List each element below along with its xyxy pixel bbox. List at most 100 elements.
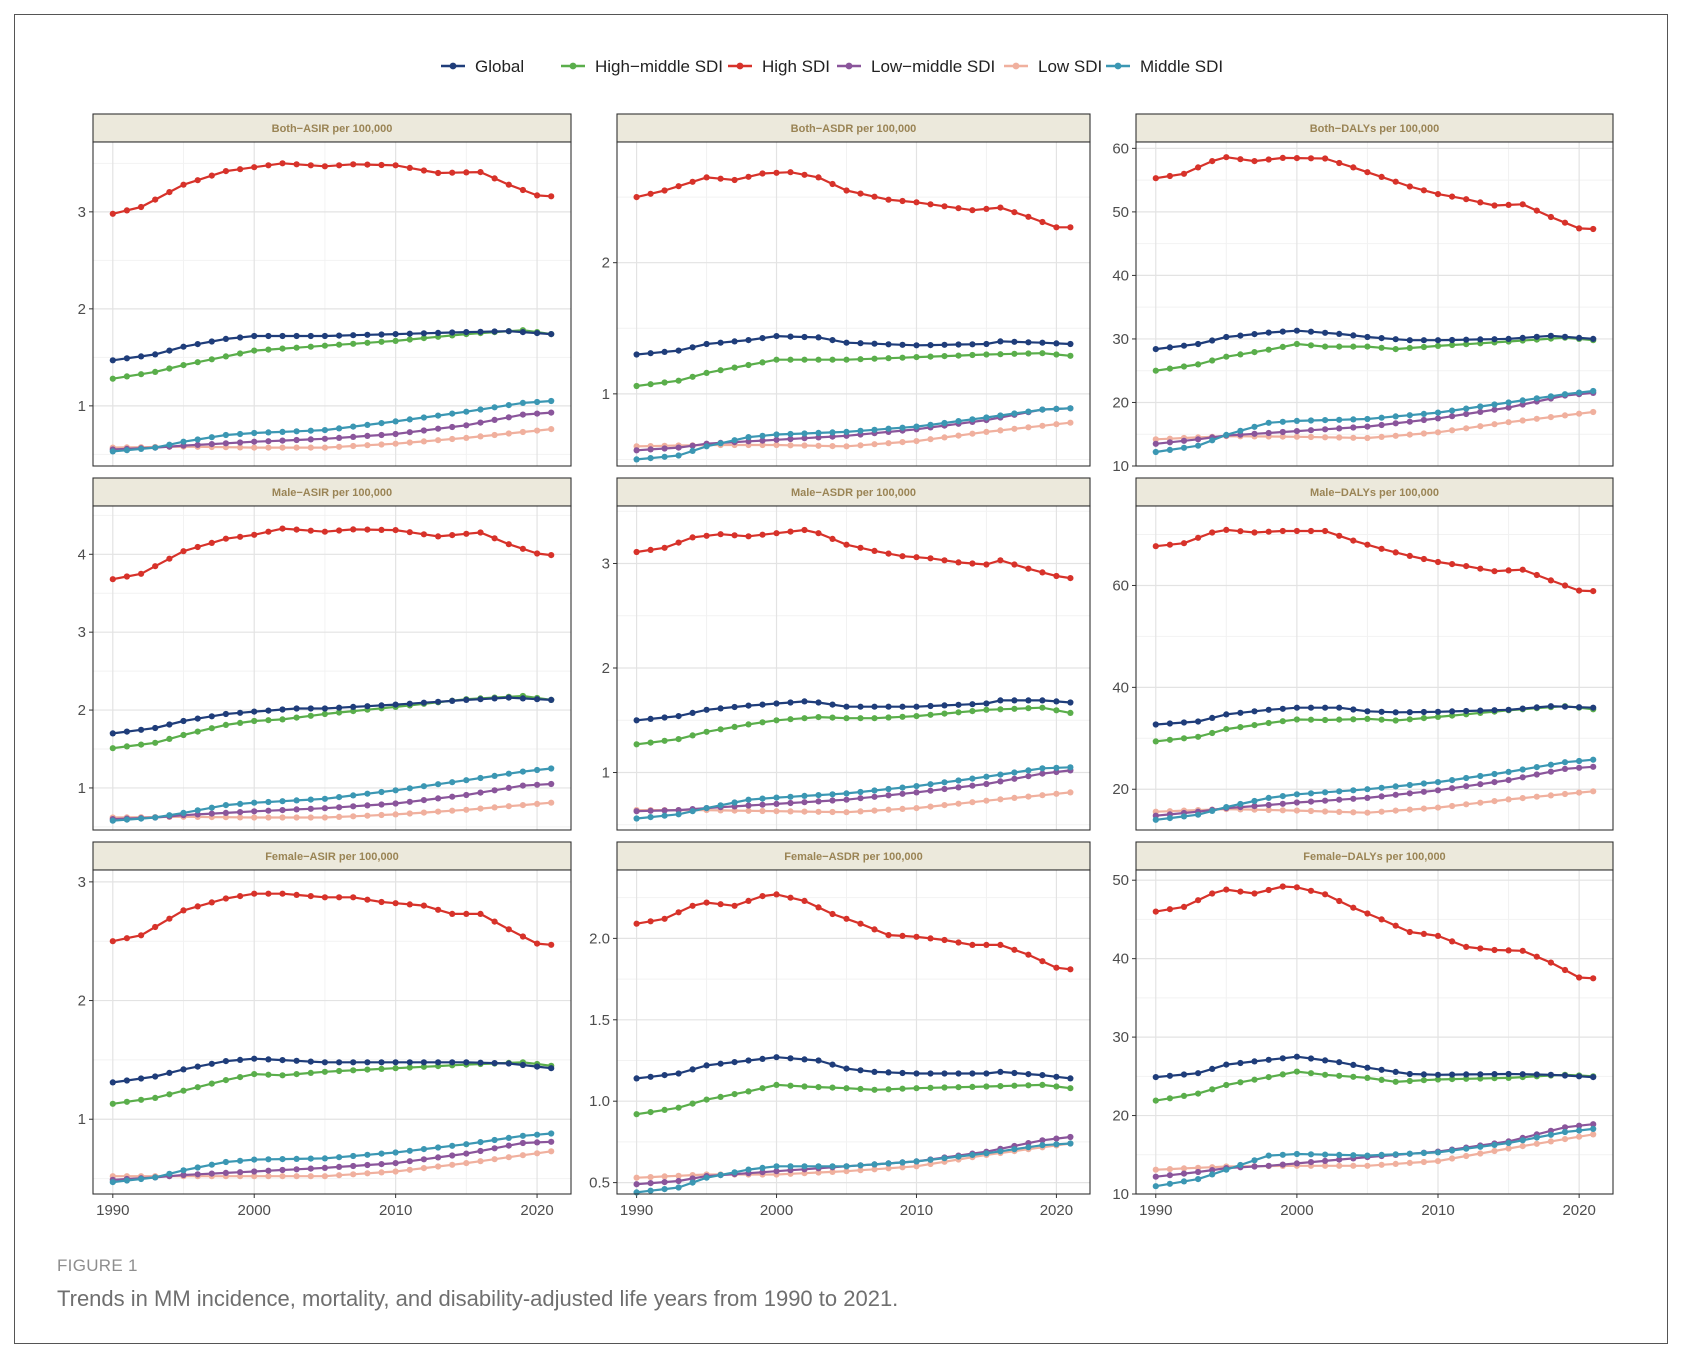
data-point [505, 803, 512, 810]
data-point [1237, 1161, 1244, 1169]
data-point [997, 706, 1004, 713]
data-point [927, 555, 934, 562]
series-high-sdi [633, 526, 1074, 582]
data-point [759, 437, 766, 444]
data-point [449, 1161, 456, 1168]
data-point [1067, 1075, 1074, 1082]
data-point [829, 797, 836, 804]
data-point [1533, 771, 1540, 778]
data-point [955, 1084, 962, 1091]
data-point [491, 175, 498, 182]
data-point [969, 701, 976, 708]
data-point [435, 906, 442, 913]
data-point [633, 815, 640, 822]
data-point [1223, 886, 1230, 893]
data-point [927, 1070, 934, 1077]
data-point [1434, 342, 1442, 349]
data-point [661, 714, 668, 721]
data-point [180, 1171, 187, 1179]
data-point [265, 444, 272, 451]
data-point [1067, 764, 1074, 771]
data-point [983, 773, 990, 780]
data-point [420, 797, 427, 804]
data-point [647, 1187, 654, 1194]
data-point [463, 408, 470, 415]
data-point [1392, 1078, 1399, 1085]
data-point [1561, 1136, 1569, 1143]
data-point [913, 1085, 920, 1092]
data-point [1406, 806, 1413, 813]
data-point [1322, 891, 1329, 898]
data-point [1378, 433, 1385, 440]
data-point [265, 528, 272, 535]
data-point [1180, 1092, 1188, 1099]
data-point [1392, 922, 1399, 929]
data-point [1039, 1142, 1046, 1149]
data-point [1364, 1162, 1371, 1169]
data-point [1025, 705, 1032, 712]
data-point [435, 781, 442, 788]
data-point [378, 801, 385, 808]
data-point [1053, 1083, 1060, 1090]
data-point [927, 787, 934, 794]
data-point [969, 1083, 976, 1090]
data-point [1420, 788, 1427, 795]
data-point [449, 910, 456, 918]
data-point [1322, 329, 1329, 336]
data-point [491, 1156, 498, 1163]
data-point [321, 1068, 328, 1075]
data-point [857, 703, 864, 710]
data-point [1322, 155, 1329, 162]
data-point [491, 404, 498, 411]
data-point [1420, 343, 1427, 351]
data-point [1053, 790, 1060, 797]
panel-border [1135, 141, 1614, 467]
data-point [1223, 1061, 1230, 1068]
data-point [548, 799, 555, 806]
data-point [138, 1075, 145, 1082]
data-point [1053, 572, 1060, 580]
series-middle-sdi [1152, 387, 1597, 456]
data-point [463, 791, 470, 799]
data-point [321, 435, 328, 442]
data-point [829, 910, 836, 918]
data-point [871, 426, 878, 433]
y-tick-label: 20 [1112, 781, 1129, 798]
data-point [1067, 966, 1074, 973]
data-point [1434, 713, 1442, 721]
data-point [392, 1065, 399, 1072]
data-point [1251, 797, 1258, 805]
data-point [208, 434, 215, 441]
data-point [350, 703, 357, 711]
data-point [449, 435, 456, 443]
data-point [1011, 1146, 1018, 1153]
data-point [1067, 699, 1074, 706]
data-point [647, 455, 654, 462]
data-point [1406, 790, 1413, 797]
data-point [1011, 705, 1018, 712]
data-point [871, 787, 878, 794]
data-point [109, 576, 116, 583]
data-point [1265, 801, 1272, 809]
data-point [1392, 1160, 1399, 1167]
data-point [1420, 708, 1427, 716]
data-point [180, 181, 187, 188]
data-point [505, 414, 512, 421]
data-point [406, 810, 413, 817]
data-point [1011, 1069, 1018, 1077]
y-tick-label: 2 [602, 255, 610, 272]
data-point [1279, 1055, 1286, 1062]
data-point [1491, 798, 1498, 805]
data-point [829, 701, 836, 708]
data-point [1491, 1071, 1498, 1078]
data-point [222, 802, 229, 809]
data-point [378, 788, 385, 796]
data-point [1477, 1150, 1484, 1157]
data-point [1067, 1140, 1074, 1147]
legend-item-low-middle-sdi: Low−middle SDI [837, 57, 995, 76]
data-point [1011, 1082, 1018, 1089]
data-point [505, 784, 512, 792]
data-point [885, 792, 892, 799]
data-point [307, 814, 314, 821]
data-point [237, 350, 244, 357]
